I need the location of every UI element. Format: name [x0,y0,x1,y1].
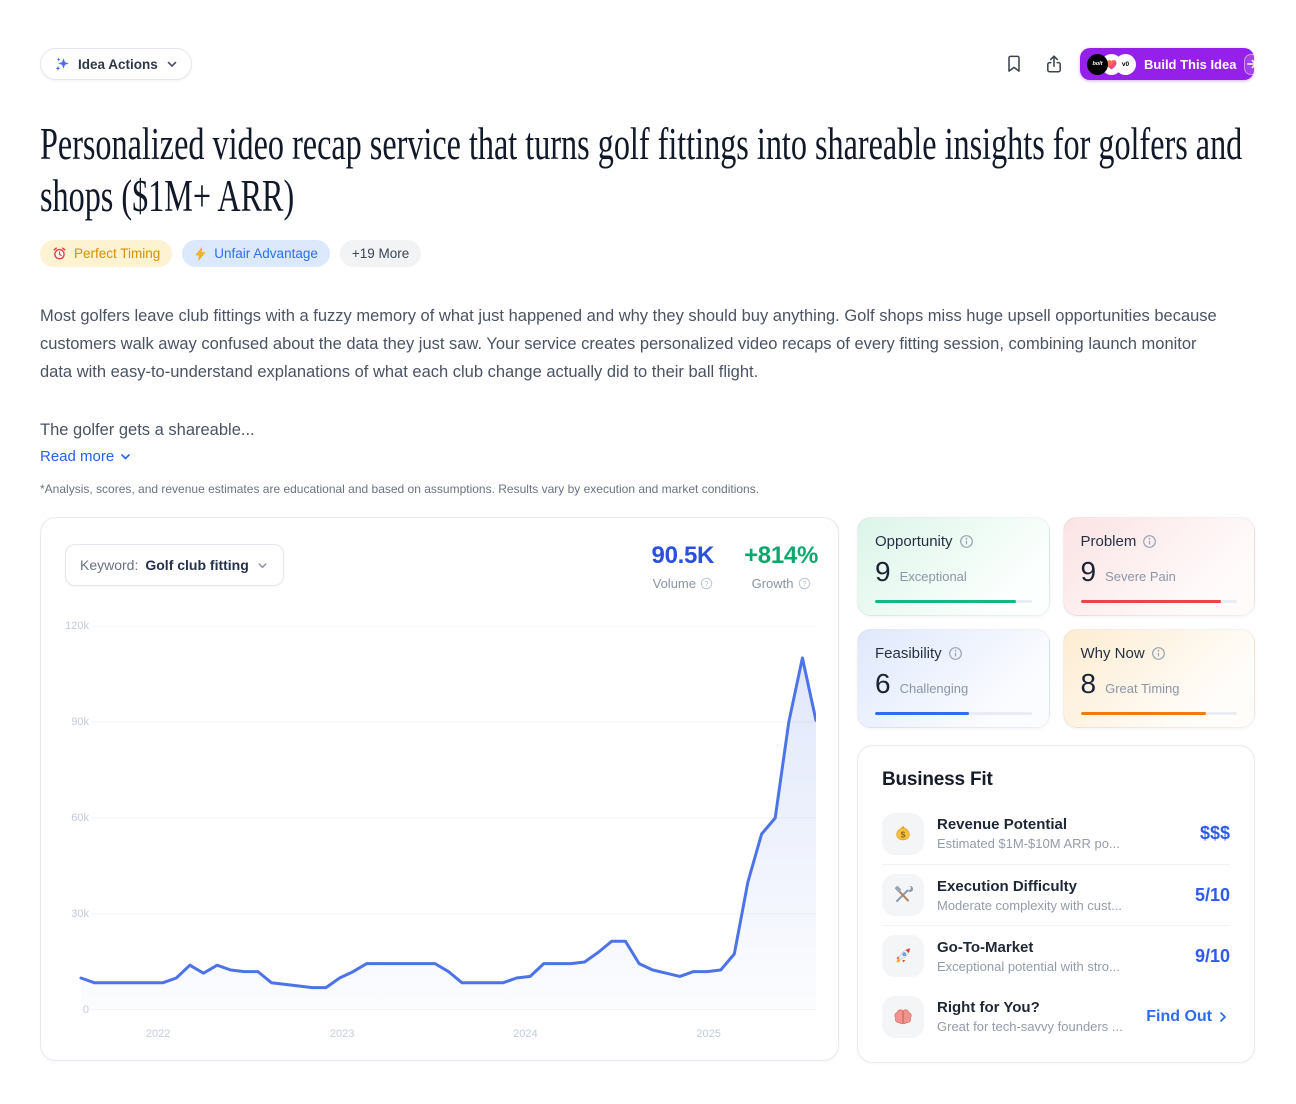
business-fit-row-revenue[interactable]: $ Revenue Potential Estimated $1M-$10M A… [882,803,1230,864]
svg-text:?: ? [705,581,709,588]
sparkles-icon [54,56,70,72]
volume-value: 90.5K [651,542,715,569]
growth-stat: +814% Growth ? [744,542,818,591]
business-fit-card: Business Fit $ Revenue Potential Estimat… [857,745,1255,1063]
money-bag-icon: $ [882,812,924,855]
bookmark-button[interactable] [1002,52,1026,76]
chevron-down-icon [258,562,267,568]
rocket-icon [882,935,924,977]
build-button-label: Build This Idea [1144,56,1237,72]
tools-icon [882,874,924,916]
info-icon[interactable] [1151,646,1166,661]
brain-icon [882,995,924,1038]
tag-more[interactable]: +19 More [339,240,422,267]
y-axis-tick: 60k [71,812,89,824]
bolt-logo-icon: bolt [1087,53,1108,75]
alarm-clock-icon [53,247,66,260]
go-to-market-value: 9/10 [1194,945,1230,966]
builder-tool-avatars: bolt v0 [1087,53,1136,75]
chevron-right-icon [1220,1011,1226,1022]
y-axis-tick: 0 [82,1004,89,1016]
x-axis-tick: 2024 [513,1028,538,1040]
disclaimer-text: *Analysis, scores, and revenue estimates… [40,482,760,496]
tag-row: Perfect Timing Unfair Advantage +19 More [40,240,422,267]
help-icon[interactable]: ? [700,577,713,590]
tag-unfair-advantage[interactable]: Unfair Advantage [182,240,330,267]
bookmark-icon [1008,55,1020,72]
revenue-potential-value: $$$ [1199,823,1230,843]
trend-line-chart[interactable]: 120k 90k 60k 30k 0 2022 2023 2024 2025 [65,620,816,1040]
info-icon[interactable] [1142,534,1157,549]
y-axis-tick: 120k [65,620,89,632]
tag-perfect-timing[interactable]: Perfect Timing [40,240,173,267]
y-axis-tick: 30k [71,908,89,920]
score-card-problem[interactable]: Problem 9 Severe Pain [1062,517,1255,616]
growth-label: Growth [751,576,794,591]
business-fit-row-execution[interactable]: Execution Difficulty Moderate complexity… [882,864,1230,925]
volume-label: Volume [652,576,696,591]
idea-actions-button[interactable]: Idea Actions [40,48,192,80]
volume-stat: 90.5K Volume ? [652,542,715,591]
keyword-label: Keyword: [80,557,139,573]
chevron-down-icon [121,454,131,460]
trend-chart-card: Keyword: Golf club fitting 90.5K Volume … [40,517,839,1061]
business-fit-row-right-for-you[interactable]: Right for You? Great for tech-savvy foun… [882,986,1230,1047]
share-icon [1047,55,1061,73]
find-out-link[interactable]: Find Out [1146,1008,1230,1026]
score-grid: Opportunity 9 Exceptional Problem 9 Severe… [857,517,1255,728]
chart-stats: 90.5K Volume ? +814% Growth ? [652,542,819,591]
svg-text:?: ? [802,581,806,588]
keyword-value: Golf club fitting [145,557,249,573]
help-icon[interactable]: ? [798,577,811,590]
business-fit-row-gtm[interactable]: Go-To-Market Exceptional potential with … [882,925,1230,986]
page-title: Personalized video recap service that tu… [40,119,1243,221]
share-button[interactable] [1042,52,1066,76]
x-axis-tick: 2022 [145,1028,171,1040]
execution-difficulty-value: 5/10 [1194,884,1230,905]
chart-canvas [79,626,816,1010]
arrow-right-icon [1244,53,1261,75]
info-icon[interactable] [959,534,974,549]
info-icon[interactable] [948,646,963,661]
business-fit-title: Business Fit [882,769,993,790]
keyword-select[interactable]: Keyword: Golf club fitting [65,544,284,586]
chevron-down-icon [166,58,178,70]
svg-text:$: $ [901,829,906,839]
read-more-link[interactable]: Read more [40,448,132,465]
score-card-feasibility[interactable]: Feasibility 6 Challenging [857,629,1050,728]
lightning-icon [195,247,206,260]
idea-description-teaser: The golfer gets a shareable... [40,421,255,439]
x-axis-tick: 2025 [696,1028,721,1040]
score-card-opportunity[interactable]: Opportunity 9 Exceptional [857,517,1050,616]
idea-actions-label: Idea Actions [78,56,158,72]
score-card-why-now[interactable]: Why Now 8 Great Timing [1062,629,1255,728]
x-axis-tick: 2023 [329,1028,355,1040]
y-axis-tick: 90k [71,716,89,728]
growth-value: +814% [744,542,818,569]
idea-description: Most golfers leave club fittings with a … [40,307,1217,381]
build-this-idea-button[interactable]: bolt v0 Build This Idea [1080,48,1261,80]
